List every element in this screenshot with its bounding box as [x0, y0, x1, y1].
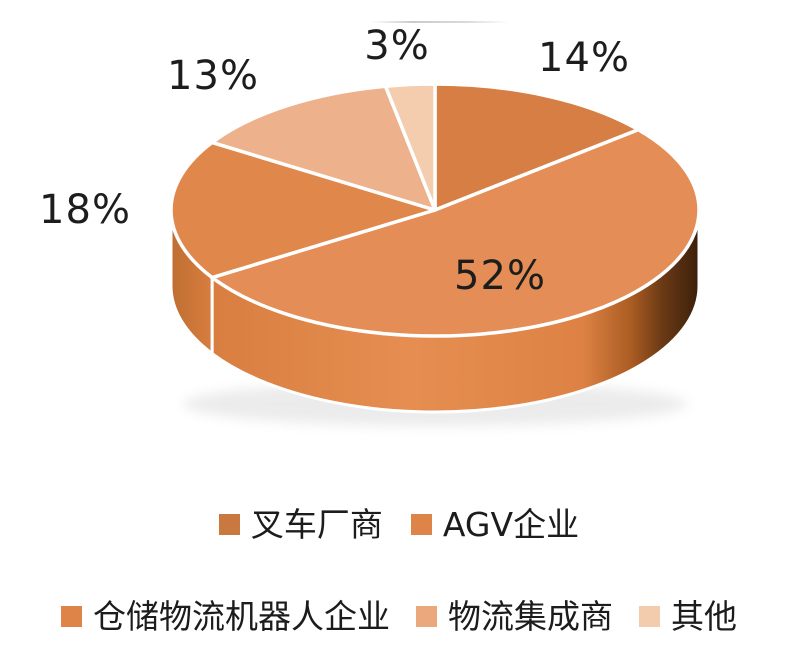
legend-swatch-forklift	[218, 514, 240, 536]
data-label-slice4: 13%	[167, 53, 259, 99]
legend-item-other: 其他	[639, 597, 737, 637]
legend-row-2: 仓储物流机器人企业 物流集成商 其他	[0, 597, 798, 637]
legend-row-1: 叉车厂商 AGV企业	[0, 505, 798, 545]
legend-label: AGV企业	[442, 505, 580, 544]
data-label-slice1: 14%	[538, 35, 630, 81]
legend-label: 物流集成商	[448, 597, 613, 636]
image-artifact-line	[371, 21, 509, 23]
data-label-slice2: 52%	[454, 253, 546, 299]
legend-label: 叉车厂商	[250, 505, 383, 544]
legend-swatch-warehouse-robot	[61, 606, 82, 628]
legend-swatch-agv	[410, 514, 432, 536]
legend-swatch-logistics-integrator	[416, 606, 437, 628]
legend-item-logistics-integrator: 物流集成商	[416, 597, 613, 637]
data-label-slice5: 3%	[364, 23, 430, 69]
legend-swatch-other	[639, 606, 660, 628]
legend-label: 其他	[671, 597, 737, 636]
data-label-slice3: 18%	[39, 187, 131, 233]
legend-label: 仓储物流机器人企业	[93, 597, 390, 636]
legend-item-agv: AGV企业	[410, 505, 580, 545]
legend-item-forklift: 叉车厂商	[218, 505, 383, 545]
legend-item-warehouse-robot: 仓储物流机器人企业	[61, 597, 390, 637]
